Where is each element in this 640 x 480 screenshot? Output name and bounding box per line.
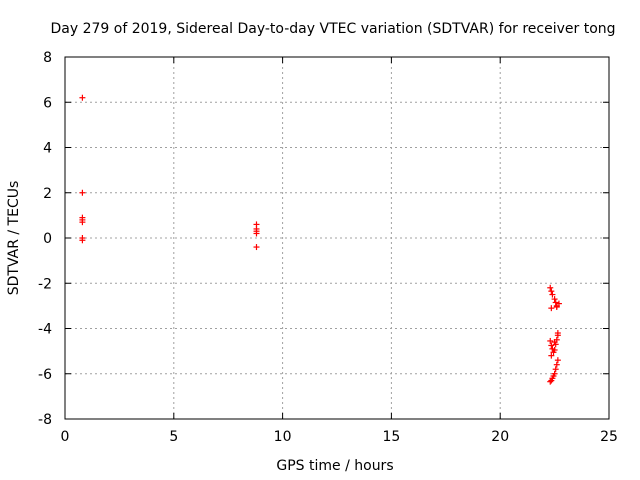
y-tick-label: 4 — [43, 141, 52, 157]
data-point — [553, 304, 560, 311]
data-point — [552, 341, 559, 348]
data-point — [551, 346, 558, 353]
y-tick-label: -4 — [38, 322, 52, 338]
grid — [65, 57, 609, 419]
data-point — [554, 357, 561, 364]
x-tick-label: 5 — [169, 429, 178, 445]
data-point — [548, 305, 555, 312]
y-tick-label: -8 — [38, 412, 52, 428]
x-tick-label: 20 — [491, 429, 509, 445]
y-axis-label: SDTVAR / TECUs — [6, 181, 22, 296]
data-point — [549, 291, 556, 298]
x-tick-label: 15 — [382, 429, 400, 445]
data-point — [554, 330, 561, 337]
data-point — [552, 299, 559, 306]
data-point — [548, 288, 555, 295]
x-tick-label: 25 — [600, 429, 618, 445]
data-point — [547, 337, 554, 344]
data-point — [253, 230, 260, 237]
chart-title: Day 279 of 2019, Sidereal Day-to-day VTE… — [50, 21, 615, 37]
data-points — [79, 94, 562, 385]
x-tick-label: 10 — [274, 429, 292, 445]
y-tick-label: -6 — [38, 367, 52, 383]
axis-ticks: 0 5 10 15 20 25 -8 -6 -4 -2 0 2 4 6 8 — [38, 50, 618, 445]
data-point — [79, 94, 86, 101]
data-point — [548, 342, 555, 349]
y-tick-label: 0 — [43, 231, 52, 247]
data-point — [547, 284, 554, 291]
data-point — [548, 377, 555, 384]
data-point — [253, 244, 260, 251]
y-tick-label: 2 — [43, 186, 52, 202]
data-point — [551, 296, 558, 303]
x-axis-label: GPS time / hours — [276, 458, 393, 474]
data-point — [79, 237, 86, 244]
data-point — [79, 189, 86, 196]
data-point — [553, 361, 560, 368]
x-tick-label: 0 — [61, 429, 70, 445]
data-point — [552, 366, 559, 373]
y-tick-label: -2 — [38, 276, 52, 292]
data-point — [548, 352, 555, 359]
y-tick-label: 6 — [43, 95, 52, 111]
y-tick-label: 8 — [43, 50, 52, 66]
data-point — [553, 336, 560, 343]
data-point — [79, 219, 86, 226]
data-point — [547, 378, 554, 385]
data-point — [555, 300, 562, 307]
